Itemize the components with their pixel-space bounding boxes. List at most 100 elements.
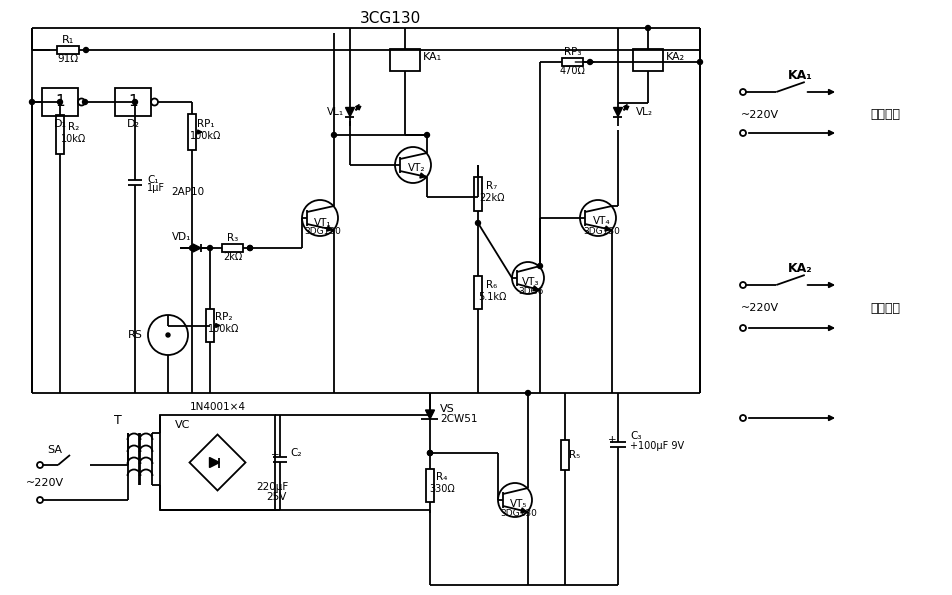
Circle shape	[208, 246, 212, 250]
Text: 2AP10: 2AP10	[171, 187, 205, 197]
Bar	[160, 415, 275, 510]
Text: +: +	[607, 435, 616, 445]
Circle shape	[166, 333, 169, 337]
Circle shape	[475, 221, 480, 226]
Text: VD₁: VD₁	[172, 232, 191, 242]
Text: KA₂: KA₂	[787, 261, 811, 274]
Text: C₃: C₃	[629, 431, 641, 441]
Circle shape	[248, 246, 252, 250]
Polygon shape	[425, 410, 434, 419]
Bar	[42, 88, 78, 116]
Text: VT₅: VT₅	[509, 499, 527, 509]
Text: 91Ω: 91Ω	[57, 54, 78, 64]
Bar	[115, 88, 150, 116]
Text: R₃: R₃	[227, 233, 238, 243]
Text: RP₂: RP₂	[215, 312, 232, 322]
Bar	[222, 244, 243, 252]
Text: 3DG130: 3DG130	[500, 509, 537, 518]
Text: 1N4001×4: 1N4001×4	[189, 402, 246, 412]
Text: VT₃: VT₃	[522, 277, 539, 287]
Text: 1: 1	[129, 95, 138, 109]
Text: R₄: R₄	[436, 472, 447, 483]
Bar	[473, 177, 482, 211]
Circle shape	[645, 26, 650, 30]
Text: 3DG130: 3DG130	[583, 227, 620, 236]
Text: RP₃: RP₃	[564, 47, 581, 57]
Text: 470Ω: 470Ω	[559, 66, 585, 76]
Text: KA₂: KA₂	[665, 52, 684, 62]
Text: VL₁: VL₁	[327, 107, 344, 117]
Text: R₆: R₆	[486, 280, 497, 290]
Text: 1μF: 1μF	[147, 183, 165, 193]
Text: +100μF 9V: +100μF 9V	[629, 441, 684, 451]
Text: 22kΩ: 22kΩ	[479, 193, 505, 203]
Text: ~220V: ~220V	[740, 110, 778, 120]
Text: KA₁: KA₁	[786, 68, 811, 82]
Text: VT₄: VT₄	[592, 216, 610, 226]
Text: VT₁: VT₁	[314, 218, 331, 228]
Text: T: T	[114, 414, 122, 427]
Circle shape	[586, 60, 592, 64]
Circle shape	[427, 450, 432, 456]
Polygon shape	[193, 244, 201, 252]
Circle shape	[30, 99, 34, 105]
Circle shape	[424, 133, 429, 137]
Text: D₂: D₂	[127, 119, 139, 129]
Text: 220μF: 220μF	[255, 482, 288, 492]
Bar	[188, 114, 196, 150]
Bar	[561, 440, 568, 470]
Text: 100kΩ: 100kΩ	[208, 324, 240, 334]
Bar	[57, 46, 79, 54]
Bar	[56, 115, 64, 154]
Text: 去增湿器: 去增湿器	[869, 108, 899, 121]
Text: R₇: R₇	[486, 181, 497, 191]
Text: 3DG6: 3DG6	[518, 287, 544, 296]
Text: 3DG130: 3DG130	[305, 227, 341, 236]
Circle shape	[537, 264, 542, 268]
Bar	[206, 309, 214, 342]
Circle shape	[427, 450, 432, 456]
Circle shape	[83, 99, 88, 105]
Bar	[389, 49, 420, 71]
Text: 5.1kΩ: 5.1kΩ	[477, 292, 506, 302]
Text: 25V: 25V	[266, 492, 286, 502]
Text: +: +	[270, 450, 279, 460]
Polygon shape	[346, 108, 354, 117]
Text: VL₂: VL₂	[635, 107, 652, 117]
Text: RP₁: RP₁	[197, 119, 214, 129]
Text: 10kΩ: 10kΩ	[61, 133, 87, 143]
Circle shape	[189, 246, 194, 250]
Text: 330Ω: 330Ω	[428, 484, 454, 494]
Bar	[473, 276, 482, 309]
Polygon shape	[209, 458, 219, 468]
Text: VT₂: VT₂	[407, 163, 426, 173]
Text: 100kΩ: 100kΩ	[190, 131, 222, 141]
Bar	[426, 469, 433, 502]
Circle shape	[248, 246, 252, 250]
Text: C₁: C₁	[147, 175, 158, 185]
Text: R₂: R₂	[69, 121, 80, 131]
Text: SA: SA	[48, 445, 63, 455]
Text: ~220V: ~220V	[26, 478, 64, 488]
Circle shape	[697, 60, 702, 64]
Bar	[632, 49, 663, 71]
Circle shape	[57, 99, 63, 105]
Circle shape	[525, 390, 530, 396]
Circle shape	[132, 99, 137, 105]
Polygon shape	[613, 108, 622, 117]
Text: 去干燥器: 去干燥器	[869, 302, 899, 315]
Bar	[562, 58, 583, 66]
Text: RS: RS	[128, 330, 142, 340]
Text: R₅: R₅	[568, 450, 580, 460]
Text: VC: VC	[175, 420, 190, 430]
Text: 2CW51: 2CW51	[440, 414, 477, 424]
Text: ~220V: ~220V	[740, 303, 778, 313]
Circle shape	[331, 133, 336, 137]
Circle shape	[84, 48, 89, 52]
Text: R₁: R₁	[62, 35, 74, 45]
Text: 2kΩ: 2kΩ	[223, 252, 242, 262]
Text: 3CG130: 3CG130	[359, 11, 420, 26]
Text: D₁: D₁	[53, 119, 67, 129]
Text: VS: VS	[440, 404, 454, 414]
Text: KA₁: KA₁	[423, 52, 442, 62]
